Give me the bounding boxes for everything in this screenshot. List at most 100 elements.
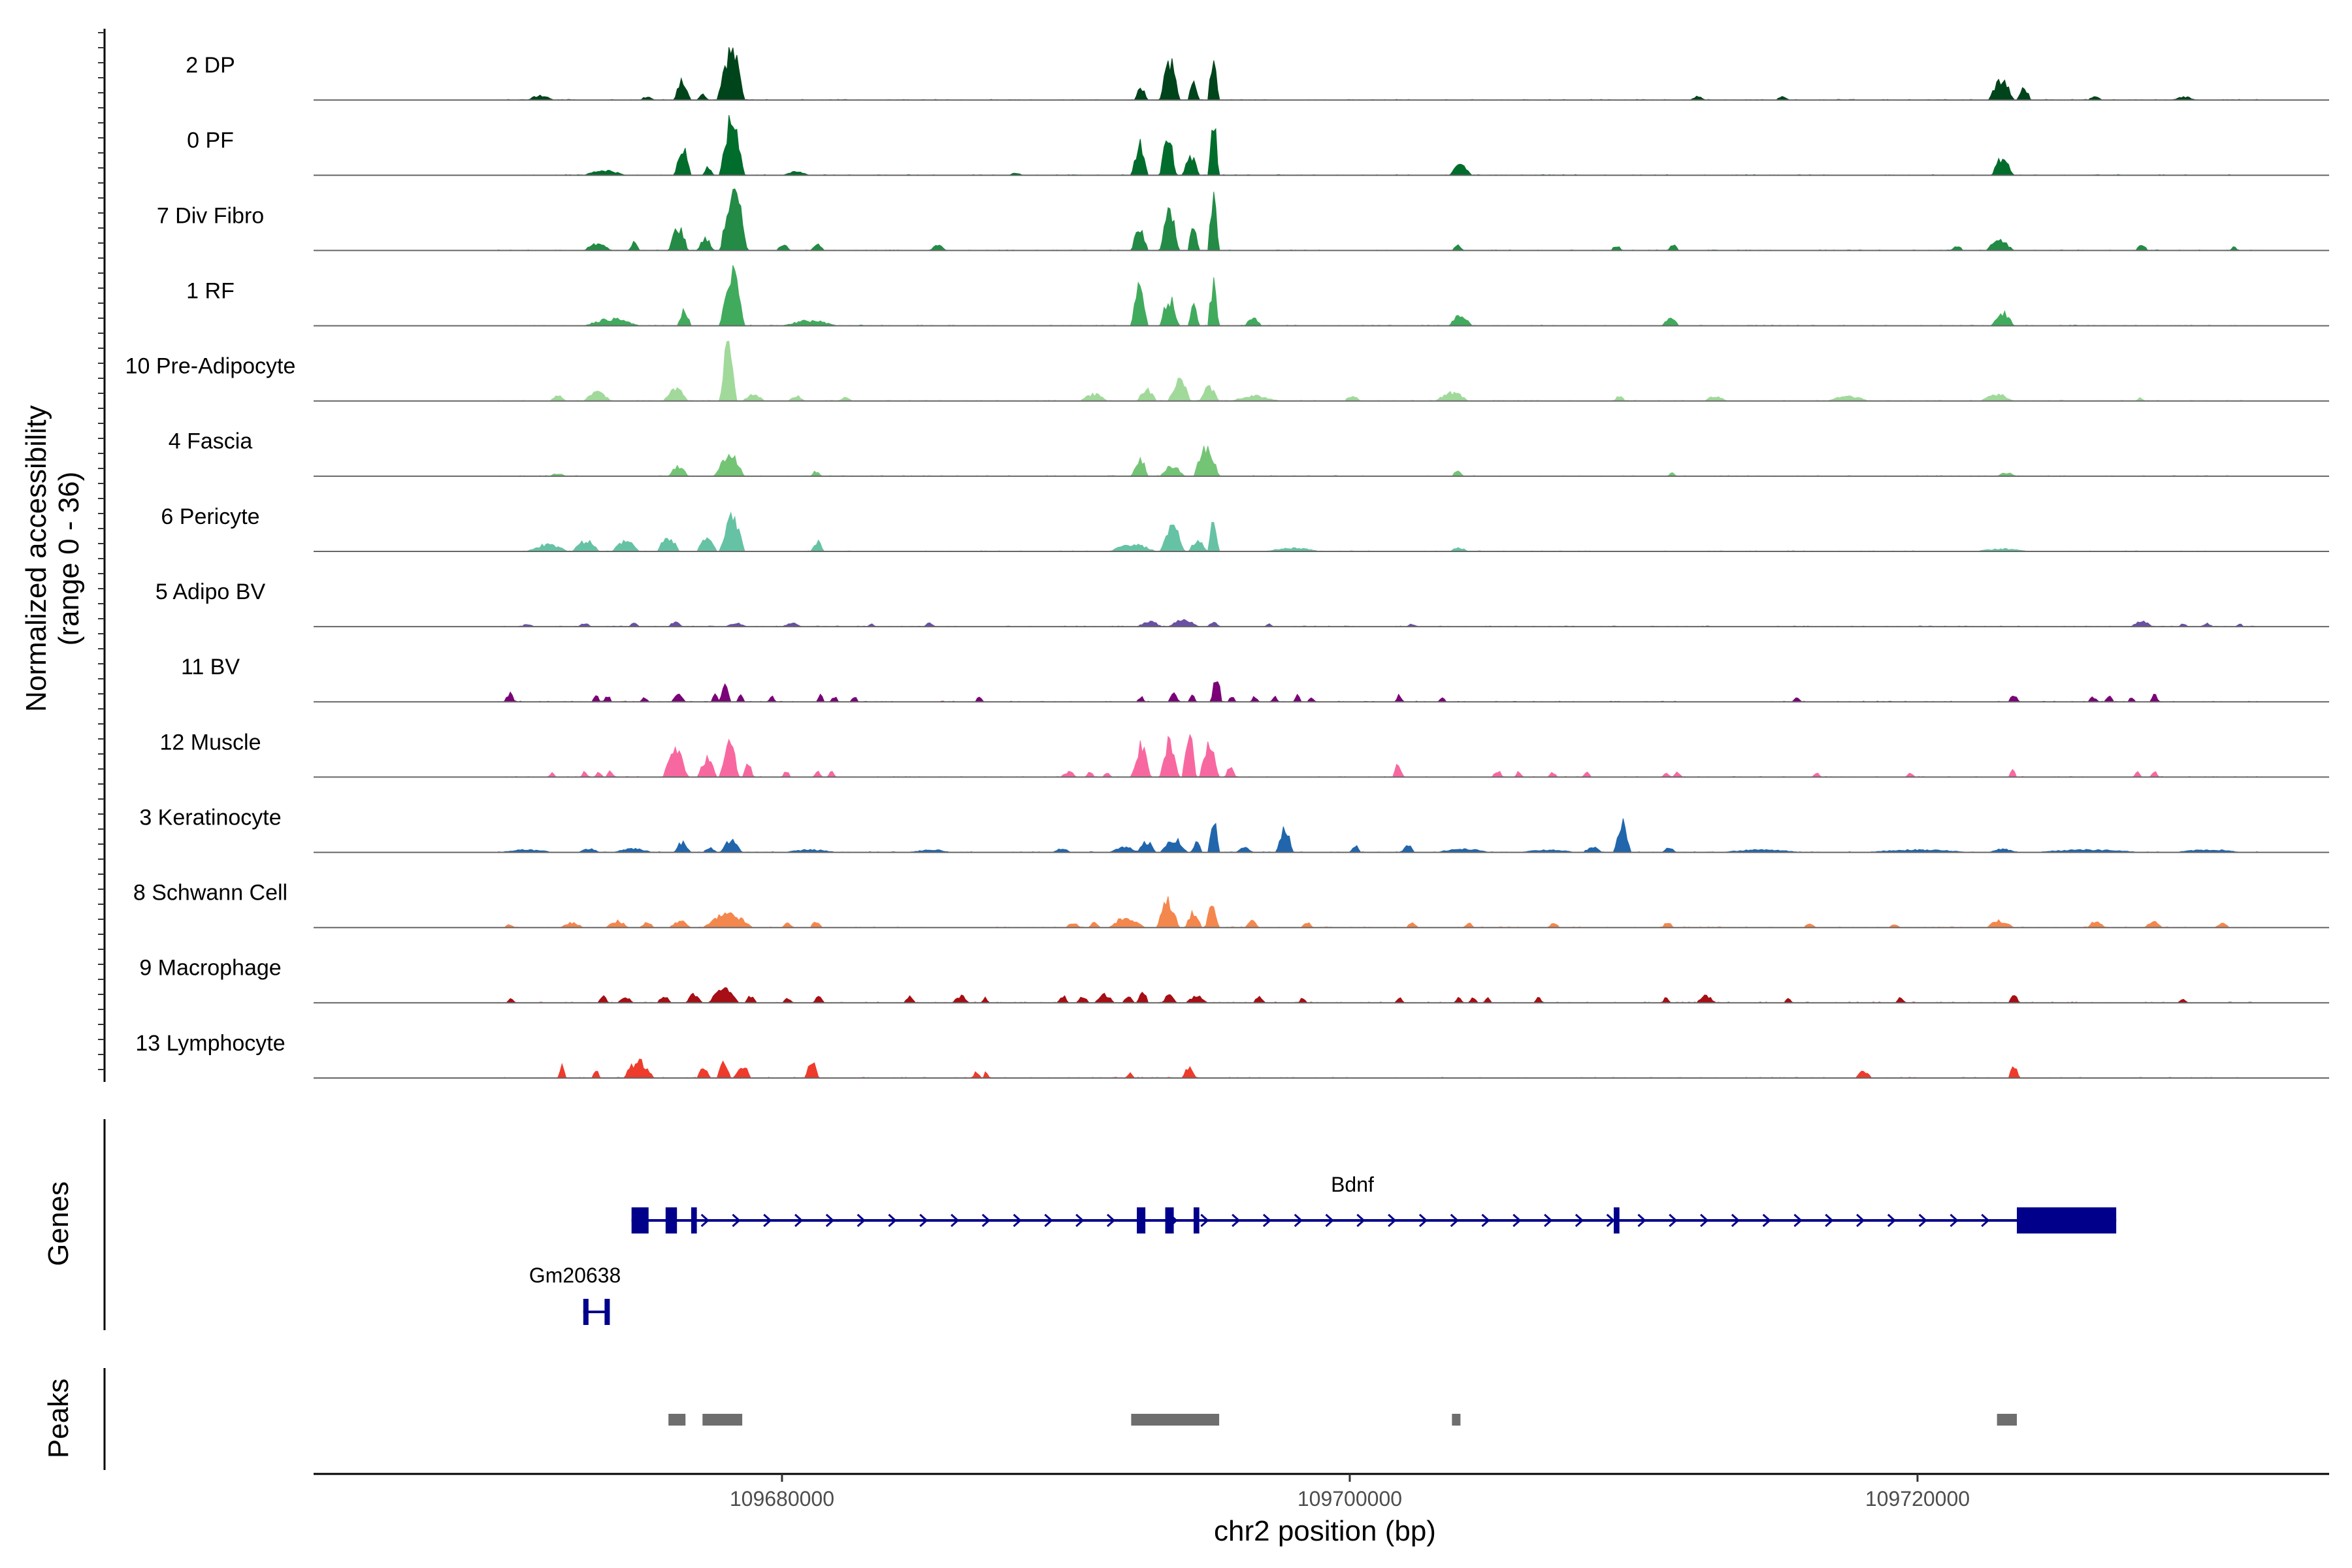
- track-2: 7 Div Fibro: [157, 188, 2329, 252]
- track-1: 0 PF: [187, 115, 2329, 176]
- coverage-area-6: [498, 511, 2259, 552]
- strand-arrow: [1606, 1213, 1615, 1228]
- track-label-1: 0 PF: [187, 128, 234, 153]
- track-label-12: 9 Macrophage: [139, 956, 281, 981]
- strand-arrow: [1731, 1213, 1740, 1228]
- track-label-0: 2 DP: [186, 53, 235, 78]
- track-label-2: 7 Div Fibro: [157, 203, 264, 228]
- track-13: 13 Lymphocyte: [135, 1031, 2329, 1079]
- coverage-area-12: [497, 987, 2259, 1004]
- peak-region-0: [668, 1414, 686, 1426]
- coverage-area-1: [498, 115, 2259, 176]
- strand-arrow: [981, 1213, 991, 1228]
- gene-exon: [1193, 1207, 1200, 1233]
- strand-arrow: [825, 1213, 835, 1228]
- track-12: 9 Macrophage: [139, 956, 2329, 1004]
- track-6: 6 Pericyte: [161, 504, 2329, 552]
- track-label-4: 10 Pre-Adipocyte: [125, 354, 296, 379]
- strand-arrow: [1950, 1213, 1959, 1228]
- strand-arrow: [1075, 1213, 1085, 1228]
- strand-arrow: [1044, 1213, 1053, 1228]
- gene-exon: [631, 1207, 649, 1233]
- strand-arrow: [1388, 1213, 1397, 1228]
- track-label-7: 5 Adipo BV: [155, 580, 266, 604]
- track-label-13: 13 Lymphocyte: [135, 1031, 285, 1056]
- gene-exon: [2017, 1207, 2117, 1233]
- strand-arrow: [1106, 1213, 1116, 1228]
- strand-arrow: [888, 1213, 897, 1228]
- track-label-9: 12 Muscle: [160, 730, 261, 755]
- genes-panel: Bdnf Gm20638: [103, 1119, 2117, 1330]
- gene-exon: [691, 1207, 697, 1233]
- track-label-5: 4 Fascia: [169, 429, 253, 454]
- strand-arrow: [1418, 1213, 1428, 1228]
- peak-region-2: [1131, 1414, 1220, 1426]
- coverage-tracks: 2 DP 0 PF 7 Div Fibro 1 RF 10 Pre-Adipocyte 4…: [125, 47, 2329, 1079]
- strand-arrow: [763, 1213, 772, 1228]
- strand-arrow: [1262, 1213, 1272, 1228]
- track-label-3: 1 RF: [186, 278, 235, 303]
- track-4: 10 Pre-Adipocyte: [125, 340, 2329, 402]
- track-10: 3 Keratinocyte: [139, 805, 2329, 853]
- gene-exon: [583, 1299, 589, 1325]
- peaks-panel-title: Peaks: [42, 1379, 74, 1458]
- track-3: 1 RF: [186, 265, 2329, 327]
- coverage-area-2: [497, 188, 2259, 251]
- strand-arrow: [919, 1213, 928, 1228]
- strand-arrow: [1637, 1213, 1646, 1228]
- gene-exon: [1614, 1207, 1620, 1233]
- coverage-area-0: [498, 47, 2259, 101]
- x-tick-label: 109700000: [1298, 1487, 1402, 1511]
- x-tick-label: 109680000: [730, 1487, 834, 1511]
- strand-arrow: [1793, 1213, 1803, 1228]
- track-9: 12 Muscle: [160, 730, 2329, 778]
- coverage-area-8: [497, 681, 2259, 702]
- strand-arrow: [1325, 1213, 1334, 1228]
- strand-arrow: [1294, 1213, 1303, 1228]
- x-axis-title: chr2 position (bp): [1214, 1515, 1436, 1547]
- strand-arrow: [1856, 1213, 1865, 1228]
- coverage-area-5: [498, 446, 2259, 477]
- gene-label: Gm20638: [529, 1264, 621, 1287]
- strand-arrow: [1232, 1213, 1241, 1228]
- strand-arrow: [1981, 1213, 1990, 1228]
- strand-arrow: [1356, 1213, 1365, 1228]
- peak-region-4: [1997, 1414, 2017, 1426]
- coverage-area-13: [498, 1058, 2259, 1079]
- strand-arrow: [1669, 1213, 1678, 1228]
- gene-Bdnf: Bdnf: [631, 1173, 2117, 1233]
- strand-arrow: [1450, 1213, 1459, 1228]
- strand-arrow: [794, 1213, 804, 1228]
- strand-arrow: [1700, 1213, 1709, 1228]
- track-7: 5 Adipo BV: [155, 580, 2329, 628]
- strand-arrow: [1575, 1213, 1584, 1228]
- genes-panel-title: Genes: [42, 1181, 74, 1266]
- coverage-area-4: [497, 340, 2259, 402]
- y-axis: [98, 29, 106, 1082]
- strand-arrow: [1887, 1213, 1897, 1228]
- y-axis-range: (range 0 - 36): [53, 472, 85, 646]
- gene-exon: [1165, 1207, 1174, 1233]
- strand-arrow: [1825, 1213, 1834, 1228]
- gene-exon: [604, 1299, 610, 1325]
- peak-region-1: [702, 1414, 743, 1426]
- gene-Gm20638: Gm20638: [529, 1264, 621, 1325]
- coverage-area-9: [498, 733, 2260, 778]
- coverage-area-7: [498, 619, 2259, 627]
- x-axis: 109680000 109700000 109720000: [314, 1473, 2329, 1511]
- strand-arrow: [1013, 1213, 1022, 1228]
- track-8: 11 BV: [181, 655, 2329, 703]
- y-axis-title: Normalized accessibility: [20, 405, 52, 711]
- coverage-area-3: [498, 265, 2259, 327]
- strand-arrow: [1762, 1213, 1771, 1228]
- strand-arrow: [1918, 1213, 1927, 1228]
- strand-arrow: [950, 1213, 960, 1228]
- strand-arrow: [1200, 1213, 1209, 1228]
- track-label-8: 11 BV: [181, 655, 240, 679]
- track-5: 4 Fascia: [169, 429, 2329, 477]
- strand-arrow: [732, 1213, 741, 1228]
- peak-region-3: [1452, 1414, 1461, 1426]
- track-label-10: 3 Keratinocyte: [139, 805, 281, 830]
- strand-arrow: [857, 1213, 866, 1228]
- track-0: 2 DP: [186, 47, 2329, 101]
